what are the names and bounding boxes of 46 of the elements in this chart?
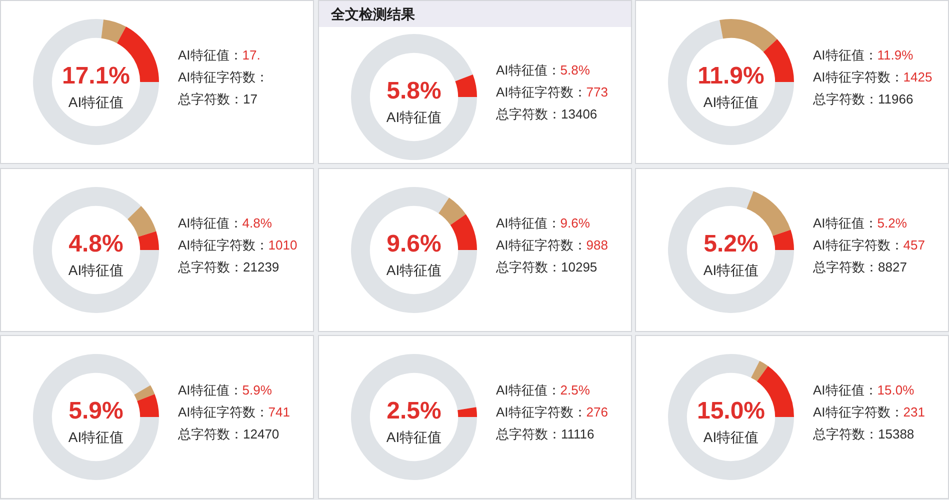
text: AI特征字符数：457 [813,237,925,252]
text: AI特征值 [68,94,124,110]
text: AI特征字符数：276 [496,404,608,420]
text: AI特征字符数：988 [496,237,608,252]
text: 9.6% [386,230,441,258]
text: AI特征值：11.9% [813,48,914,63]
text: AI特征字符数：773 [496,84,608,100]
text: 15.0% [696,398,766,425]
text: AI特征字符数：1010 [178,237,298,252]
text: AI特征值：9.6% [496,215,590,230]
text: AI特征值 [386,108,442,125]
text: AI特征值：5.8% [496,62,590,78]
text: 总字符数：10295 [494,259,597,274]
text: 总字符数：11966 [812,92,914,107]
text: AI特征值 [703,94,759,110]
text: 17.1% [62,62,130,90]
text: 总字符数：12470 [177,426,280,442]
text: 4.8% [68,230,124,258]
text: AI特征值 [703,261,759,278]
text: 总字符数：21239 [177,259,280,274]
text: 总字符数：15388 [812,426,914,442]
text: AI特征字符数：741 [178,404,290,420]
text: AI特征值：2.5% [496,382,590,398]
text: AI特征值：17. [178,48,260,63]
text: 5.2% [704,230,758,258]
text: 11.9% [698,62,764,90]
text: AI特征值 [386,261,442,278]
text: 5.9% [68,398,124,425]
text: AI特征值 [386,428,442,445]
text: AI特征值：5.9% [178,382,272,398]
text: AI特征字符数：231 [813,404,925,420]
text: AI特征值：5.2% [813,215,908,230]
text: AI特征值 [703,428,759,445]
text: 总字符数：13406 [494,106,597,122]
text: AI特征值：4.8% [178,215,272,230]
text: 5.8% [386,78,441,105]
text: 总字符数：17 [177,92,258,107]
text: AI特征字符数：1425 [813,70,932,85]
text: AI特征值 [68,261,124,278]
text: AI特征值：15.0% [813,382,915,398]
text: AI特征值 [68,428,124,445]
text: AI特征字符数： [178,70,268,85]
text: 2.5% [386,398,441,425]
text: 总字符数：8827 [812,259,907,274]
text: 总字符数：11116 [494,426,594,442]
chart-title: 全文检测结果 [330,6,416,22]
